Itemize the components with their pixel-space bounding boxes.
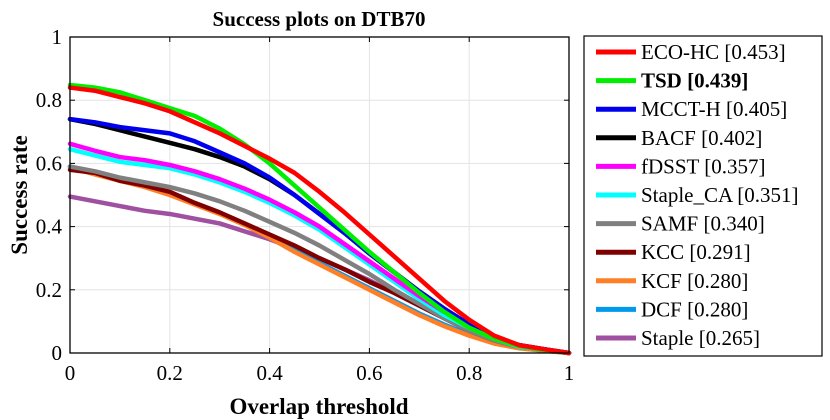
y-tick-label: 0 [52, 341, 63, 365]
x-tick-label: 0.6 [356, 361, 382, 385]
legend-label: ECO-HC [0.453] [641, 40, 786, 64]
chart-title: Success plots on DTB70 [213, 7, 426, 31]
y-tick-label: 0.4 [36, 215, 63, 239]
series-line-tsd [67, 82, 572, 356]
legend-label: Staple [0.265] [641, 326, 760, 350]
x-tick-label: 0.8 [456, 361, 482, 385]
legend: ECO-HC [0.453] TSD [0.439] MCCT-H [0.405] B… [583, 35, 823, 357]
series-line-staple [67, 194, 572, 356]
legend-label: Staple_CA [0.351] [641, 183, 799, 207]
y-tick-label: 0.8 [36, 88, 62, 112]
y-axis-title: Success rate [7, 135, 32, 254]
y-tick-label: 0.6 [36, 151, 62, 175]
plot-frame [69, 36, 570, 354]
legend-label: KCC [0.291] [641, 240, 751, 264]
legend-label: BACF [0.402] [641, 126, 762, 150]
y-tick-label: 0.2 [36, 278, 62, 302]
x-tick-label: 0.2 [157, 361, 183, 385]
x-tick-label: 0.4 [256, 361, 283, 385]
legend-label: KCF [0.280] [641, 269, 748, 293]
legend-label: SAMF [0.340] [641, 212, 765, 236]
x-tick-label: 1 [564, 361, 575, 385]
x-tick-label: 0 [65, 361, 76, 385]
grid [70, 37, 569, 353]
x-axis-title: Overlap threshold [229, 394, 408, 419]
series-line-eco-hc [67, 85, 572, 356]
series-line-mcct-h [67, 116, 572, 356]
axis-ticks: 0 0.2 0.4 0.6 0.8 1 0 0.2 0.4 0.6 0.8 1 [36, 25, 575, 385]
y-tick-label: 1 [52, 25, 63, 49]
series-line-bacf [67, 116, 572, 356]
legend-label: MCCT-H [0.405] [641, 97, 787, 121]
series-line-staple_ca [67, 146, 572, 356]
legend-label: fDSST [0.357] [641, 154, 765, 178]
series-line-fdsst [67, 141, 572, 356]
series-lines [67, 82, 572, 356]
legend-label: TSD [0.439] [641, 69, 748, 93]
legend-label: DCF [0.280] [641, 297, 748, 321]
